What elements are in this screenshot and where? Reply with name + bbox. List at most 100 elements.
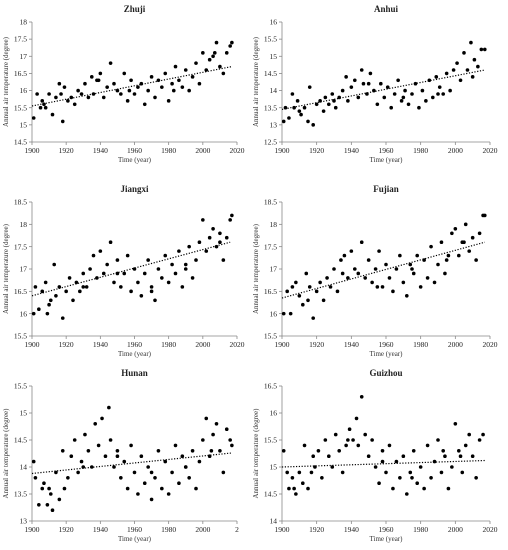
data-point: [415, 253, 420, 258]
panel-guizhou: Guizhou 14 14.5 15 15.5 16 16.5 1900 1920 1940 196…: [252, 368, 498, 543]
y-tick-label: 15.5: [14, 332, 27, 341]
data-point: [330, 92, 335, 96]
trend-line: [281, 69, 485, 111]
x-tick-label: 1920: [309, 146, 324, 155]
data-point: [129, 78, 133, 83]
data-point: [370, 280, 374, 285]
y-tick-label: 15.5: [14, 103, 27, 112]
data-point: [455, 61, 459, 65]
data-point: [444, 71, 449, 76]
panel-title: Fujian: [373, 184, 399, 194]
data-point: [295, 99, 300, 103]
data-point: [285, 470, 290, 475]
data-point: [392, 92, 397, 96]
data-point: [230, 213, 234, 218]
data-point: [307, 85, 312, 89]
data-point: [387, 276, 392, 280]
data-point: [346, 438, 350, 442]
data-point: [463, 443, 468, 448]
data-point: [451, 68, 456, 72]
data-point: [43, 280, 48, 285]
y-tick-label: 17: [20, 52, 28, 61]
data-point: [399, 99, 404, 103]
y-tick-label: 14: [270, 86, 278, 95]
y-tick-label: 16: [270, 409, 278, 418]
data-point: [132, 92, 137, 96]
data-point: [187, 244, 191, 249]
data-point: [170, 81, 174, 86]
y-axis-label: Annual air temperature (degree): [2, 36, 10, 127]
x-tick-label: 2020: [230, 146, 245, 155]
data-point: [465, 68, 470, 72]
data-point: [96, 78, 101, 83]
data-point: [441, 449, 446, 453]
y-axis-label: Annual air temperature (degree): [252, 408, 260, 499]
data-point: [72, 102, 77, 107]
data-point: [427, 78, 432, 83]
data-point: [458, 78, 463, 83]
data-point: [91, 253, 96, 258]
data-point: [86, 95, 91, 100]
data-point: [115, 271, 120, 276]
x-axis-label: Time (year): [118, 535, 152, 543]
data-point: [177, 481, 181, 486]
data-point: [173, 443, 178, 448]
x-axis-label: Time (year): [118, 156, 152, 164]
x-tick-label: 1960: [127, 146, 142, 155]
x-tick-label: 1940: [93, 146, 108, 155]
data-point: [474, 476, 478, 480]
data-point: [411, 271, 416, 276]
data-point: [45, 503, 50, 507]
data-point: [125, 486, 130, 491]
data-point: [446, 253, 451, 258]
data-point: [100, 416, 104, 421]
data-point: [224, 235, 229, 240]
data-point: [394, 267, 399, 271]
x-tick-label: 1900: [25, 525, 40, 534]
data-point: [132, 267, 137, 271]
x-tick-label: 1920: [309, 340, 324, 349]
data-point: [139, 81, 144, 86]
data-point: [190, 449, 195, 453]
data-point: [33, 285, 38, 289]
data-point: [359, 240, 364, 244]
y-tick-label: 15: [270, 52, 278, 61]
data-point: [54, 95, 58, 100]
data-point: [45, 311, 50, 316]
data-point: [467, 249, 472, 253]
data-point: [180, 285, 185, 289]
x-tick-label: 1960: [379, 340, 394, 349]
data-point: [48, 492, 53, 496]
x-tick-label: 1960: [127, 525, 142, 534]
data-point: [187, 476, 191, 480]
data-point: [81, 285, 86, 289]
data-point: [323, 438, 328, 442]
data-point: [67, 276, 72, 280]
data-point: [287, 486, 291, 491]
data-point: [112, 465, 116, 469]
data-point: [62, 85, 67, 89]
x-tick-label: 1940: [344, 340, 359, 349]
data-point: [166, 492, 171, 496]
data-point: [311, 123, 316, 127]
data-point: [453, 422, 458, 426]
data-point: [340, 271, 345, 276]
x-tick-label: 1960: [379, 525, 394, 534]
data-point: [52, 262, 57, 267]
data-point: [294, 280, 298, 285]
y-tick-label: 18.5: [264, 198, 277, 207]
data-point: [163, 459, 168, 464]
trend-line: [31, 241, 231, 297]
y-tick-label: 18: [20, 220, 28, 229]
data-point: [136, 85, 140, 89]
y-tick-label: 14.5: [14, 436, 27, 445]
x-tick-label: 2000: [448, 146, 463, 155]
data-point: [420, 88, 425, 93]
trend-line: [31, 65, 232, 107]
data-point: [441, 92, 446, 96]
x-tick-label: 1940: [344, 146, 359, 155]
data-point: [33, 476, 38, 480]
data-point: [180, 85, 185, 89]
data-point: [60, 119, 65, 124]
